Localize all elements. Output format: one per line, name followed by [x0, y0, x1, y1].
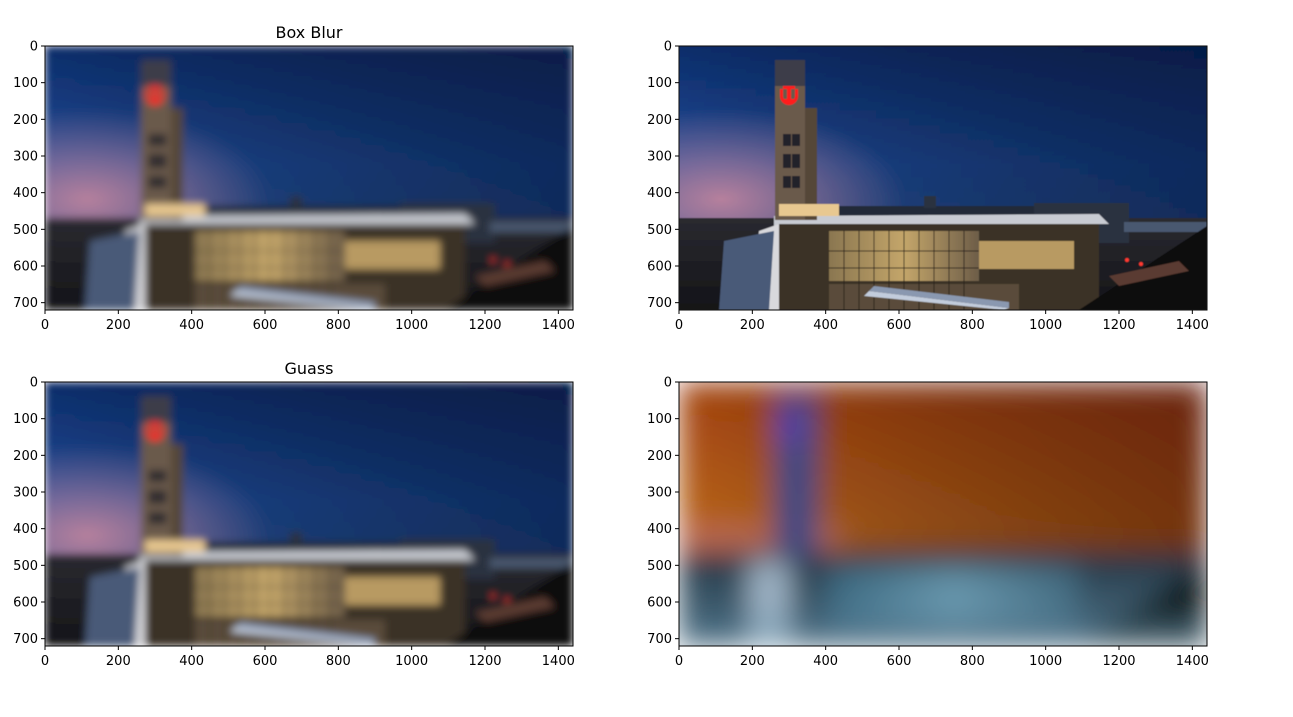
y-tick-label: 100	[13, 76, 38, 91]
x-tick-label: 200	[106, 318, 131, 333]
x-tick-label: 0	[675, 654, 683, 669]
y-tick-label: 0	[664, 376, 672, 391]
y-tick-label: 700	[13, 296, 38, 311]
x-tick-label: 1400	[542, 654, 575, 669]
x-tick-label: 0	[675, 318, 683, 333]
axes-title: Guass	[284, 359, 333, 378]
y-tick-label: 200	[13, 449, 38, 464]
x-tick-label: 0	[41, 654, 49, 669]
y-tick-label: 700	[647, 296, 672, 311]
image-original-photo	[679, 46, 1207, 310]
y-tick-label: 300	[13, 150, 38, 165]
x-tick-label: 1000	[395, 318, 428, 333]
y-tick-label: 200	[647, 113, 672, 128]
x-tick-label: 1400	[1176, 654, 1209, 669]
y-tick-label: 100	[647, 76, 672, 91]
y-tick-label: 500	[13, 223, 38, 238]
x-tick-label: 1000	[1029, 318, 1062, 333]
x-tick-label: 800	[960, 654, 985, 669]
y-tick-label: 0	[30, 40, 38, 55]
axes-3: 0 200 400 600 800 1000 1200 1400 0 100 200 300 400 50…	[13, 359, 575, 669]
x-tick-label: 400	[179, 318, 204, 333]
axes-2: 0 200 400 600 800 1000 1200 1400 0 100 200 300 400 50…	[647, 40, 1209, 334]
x-tick-label: 1400	[542, 318, 575, 333]
x-tick-label: 600	[253, 318, 278, 333]
y-tick-label: 100	[647, 412, 672, 427]
x-tick-label: 400	[813, 318, 838, 333]
axes-1: 0 200 400 600 800 1000 1200 1400 0 100 200 300 400 50…	[13, 23, 575, 333]
y-tick-label: 400	[13, 186, 38, 201]
x-tick-label: 400	[179, 654, 204, 669]
y-tick-label: 200	[647, 449, 672, 464]
y-tick-label: 500	[647, 559, 672, 574]
x-tick-label: 800	[960, 318, 985, 333]
y-tick-label: 400	[13, 522, 38, 537]
axes-frame	[678, 381, 1208, 647]
y-tick-label: 400	[647, 522, 672, 537]
x-tick-label: 1200	[468, 318, 501, 333]
image-gaussian-blurred-photo	[45, 382, 573, 646]
axes-frame	[678, 45, 1208, 311]
x-tick-label: 0	[41, 318, 49, 333]
y-tick-label: 100	[13, 412, 38, 427]
y-tick-label: 300	[647, 150, 672, 165]
y-tick-label: 0	[30, 376, 38, 391]
x-tick-label: 600	[887, 654, 912, 669]
x-tick-label: 1200	[1102, 654, 1135, 669]
x-tick-label: 1200	[468, 654, 501, 669]
y-tick-label: 400	[647, 186, 672, 201]
y-tick-label: 500	[13, 559, 38, 574]
image-heavily-blurred-color-swapped-photo	[679, 382, 1207, 646]
x-tick-label: 200	[740, 654, 765, 669]
y-tick-label: 600	[13, 596, 38, 611]
y-tick-label: 300	[13, 486, 38, 501]
y-tick-label: 600	[13, 260, 38, 275]
axes-frame	[44, 45, 574, 311]
x-tick-label: 1400	[1176, 318, 1209, 333]
x-tick-label: 800	[326, 654, 351, 669]
x-tick-label: 600	[253, 654, 278, 669]
axes-4: 0 200 400 600 800 1000 1200 1400 0 100 200 300 400 50…	[647, 376, 1209, 670]
x-tick-label: 1200	[1102, 318, 1135, 333]
y-tick-label: 500	[647, 223, 672, 238]
axes-title: Box Blur	[276, 23, 343, 42]
y-tick-label: 700	[13, 632, 38, 647]
y-tick-label: 700	[647, 632, 672, 647]
image-box-blurred-photo	[45, 46, 573, 310]
y-tick-label: 200	[13, 113, 38, 128]
x-tick-label: 1000	[1029, 654, 1062, 669]
x-tick-label: 400	[813, 654, 838, 669]
y-tick-label: 300	[647, 486, 672, 501]
x-tick-label: 200	[106, 654, 131, 669]
y-tick-label: 600	[647, 596, 672, 611]
x-tick-label: 800	[326, 318, 351, 333]
x-tick-label: 1000	[395, 654, 428, 669]
axes-frame	[44, 381, 574, 647]
x-tick-label: 200	[740, 318, 765, 333]
y-tick-label: 600	[647, 260, 672, 275]
x-tick-label: 600	[887, 318, 912, 333]
y-tick-label: 0	[664, 40, 672, 55]
